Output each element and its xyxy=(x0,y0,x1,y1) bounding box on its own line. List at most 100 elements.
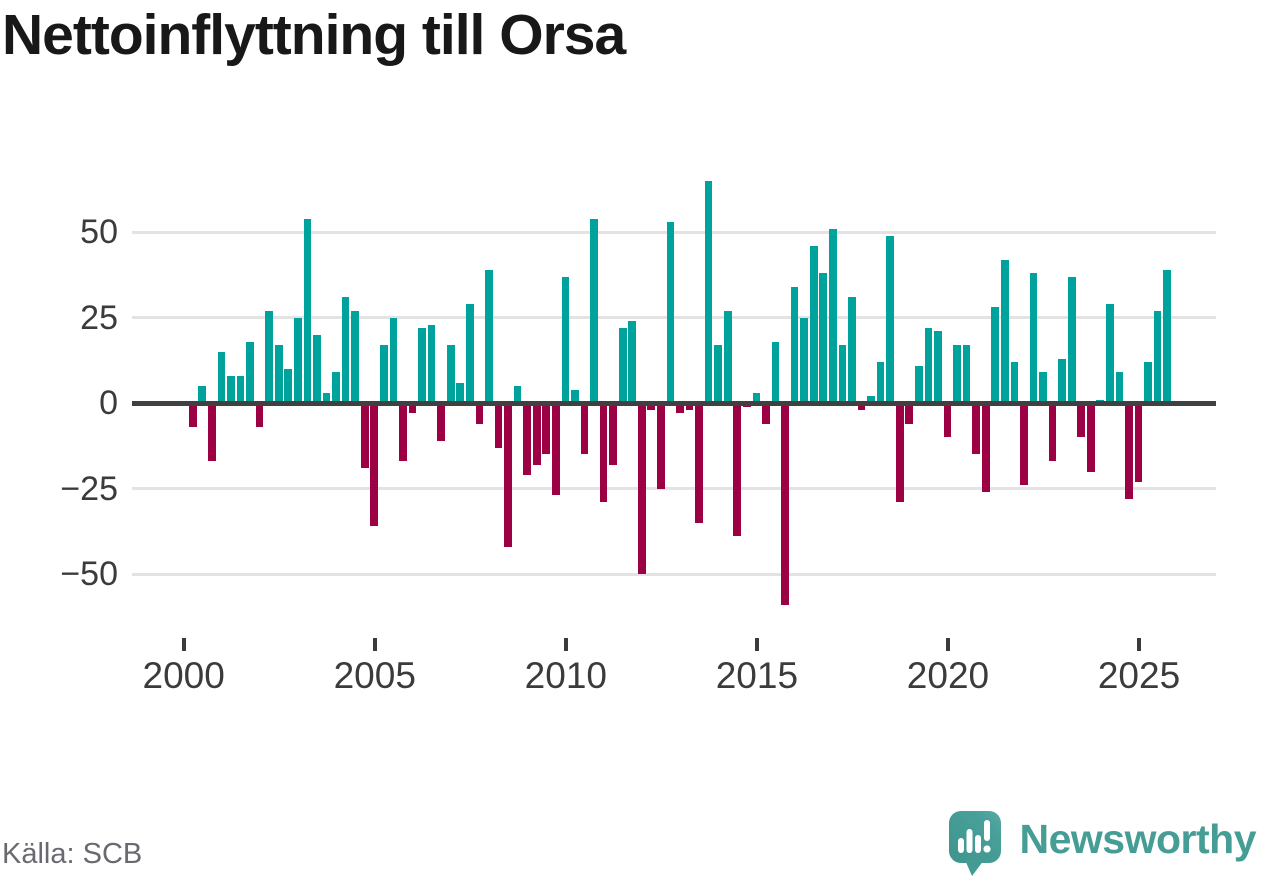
bar-2022-q3 xyxy=(1048,403,1057,462)
bar-2016-q1 xyxy=(800,317,809,404)
x-axis-label-2010: 2010 xyxy=(524,655,607,696)
bar-2008-q3 xyxy=(513,386,522,404)
y-axis-label--25: −25 xyxy=(60,469,118,508)
bar-2022-q4 xyxy=(1058,358,1066,404)
bar-2013-q1 xyxy=(685,403,694,411)
bar-2024-q3 xyxy=(1125,403,1133,499)
zero-line xyxy=(132,400,1216,406)
bar-2007-q3 xyxy=(475,403,484,424)
bar-2008-q1 xyxy=(494,403,503,448)
bar-2019-q3 xyxy=(934,331,942,404)
bar-2011-q1 xyxy=(609,403,617,465)
gridline--50 xyxy=(132,572,1216,576)
bar-2023-q3 xyxy=(1086,403,1095,472)
bar-2009-q4 xyxy=(561,276,570,404)
bar-2020-q4 xyxy=(981,403,990,493)
bar-2012-q2 xyxy=(657,403,665,489)
bar-2020-q3 xyxy=(972,403,980,455)
bar-2008-q4 xyxy=(523,403,531,475)
x-axis-label-2020: 2020 xyxy=(906,655,990,696)
gridline--25 xyxy=(132,487,1216,491)
chart-title: Nettoinflyttning till Orsa xyxy=(2,3,626,67)
bar-2001-q1 xyxy=(227,375,235,404)
bar-2007-q4 xyxy=(485,269,493,404)
bar-2006-q1 xyxy=(418,328,426,404)
bar-2021-q2 xyxy=(1000,259,1009,404)
bar-2018-q2 xyxy=(886,235,894,404)
bar-2024-q2 xyxy=(1115,372,1124,404)
bar-2000-q2 xyxy=(198,386,207,404)
x-axis-tick-2005 xyxy=(372,638,377,651)
bar-2010-q2 xyxy=(580,403,589,455)
bar-2025-q2 xyxy=(1153,310,1162,404)
bar-2001-q2 xyxy=(236,375,245,404)
bar-2016-q4 xyxy=(828,228,837,404)
branding: Newsworthy xyxy=(944,808,1257,878)
x-axis-tick-2010 xyxy=(563,638,568,651)
bar-2000-q4 xyxy=(217,351,226,404)
x-axis-label-2005: 2005 xyxy=(333,655,416,696)
bar-2017-q2 xyxy=(848,297,856,404)
bar-2024-q4 xyxy=(1134,403,1143,482)
bar-2009-q1 xyxy=(532,403,541,465)
bar-2011-q3 xyxy=(628,321,637,404)
bar-2021-q1 xyxy=(991,307,1000,404)
x-axis-label-2000: 2000 xyxy=(142,655,225,696)
bar-2019-q2 xyxy=(924,328,933,404)
bar-2019-q4 xyxy=(943,403,952,438)
bar-2002-q3 xyxy=(284,369,293,404)
bar-2004-q3 xyxy=(360,403,369,469)
y-axis-label-50: 50 xyxy=(80,213,118,252)
bar-2003-q2 xyxy=(313,334,321,404)
x-axis-label-2025: 2025 xyxy=(1097,655,1181,696)
bar-2007-q1 xyxy=(456,382,465,404)
bar-2021-q4 xyxy=(1020,403,1028,486)
bar-2025-q1 xyxy=(1144,362,1152,404)
bar-2011-q2 xyxy=(618,328,627,404)
bar-2002-q2 xyxy=(274,345,283,404)
x-axis-tick-2025 xyxy=(1137,638,1142,651)
bar-2018-q3 xyxy=(895,403,904,503)
bar-2023-q2 xyxy=(1077,403,1086,438)
x-axis-label-2015: 2015 xyxy=(715,655,799,696)
bar-2017-q3 xyxy=(857,403,866,411)
bar-2015-q2 xyxy=(771,341,780,404)
bar-2002-q1 xyxy=(265,310,274,404)
x-axis-tick-2015 xyxy=(754,638,759,651)
x-axis-tick-2020 xyxy=(945,638,950,651)
bar-2004-q1 xyxy=(341,297,350,404)
bar-2011-q4 xyxy=(637,403,646,575)
bar-2022-q1 xyxy=(1029,273,1038,404)
bar-2001-q3 xyxy=(246,341,254,404)
source-note: Källa: SCB xyxy=(2,838,143,870)
bar-2009-q2 xyxy=(542,403,551,455)
bar-2016-q3 xyxy=(819,273,828,404)
bar-2003-q1 xyxy=(303,218,312,404)
bar-2007-q2 xyxy=(465,304,474,404)
bar-2003-q4 xyxy=(332,372,340,404)
bar-2004-q4 xyxy=(370,403,379,527)
bar-2018-q4 xyxy=(905,403,914,424)
bar-2000-q3 xyxy=(208,403,216,462)
bar-2023-q1 xyxy=(1067,276,1076,404)
bar-2010-q4 xyxy=(599,403,608,503)
bar-2005-q4 xyxy=(408,403,417,414)
bar-2014-q4 xyxy=(752,392,761,404)
newsworthy-speech-bubble-chart-icon xyxy=(948,811,1001,876)
bar-2022-q2 xyxy=(1039,372,1047,404)
bar-2006-q3 xyxy=(437,403,445,441)
newsworthy-wordmark: Newsworthy xyxy=(1019,815,1257,862)
bar-2014-q1 xyxy=(723,310,732,404)
bar-2012-q3 xyxy=(666,222,675,404)
bar-2015-q3 xyxy=(781,403,789,605)
bar-2020-q2 xyxy=(962,345,971,404)
bar-2013-q4 xyxy=(714,345,723,404)
bar-2025-q3 xyxy=(1163,269,1172,404)
bar-2005-q3 xyxy=(399,403,407,462)
bar-2015-q1 xyxy=(762,403,770,424)
bar-2010-q3 xyxy=(590,218,598,404)
bar-2014-q2 xyxy=(733,403,742,537)
bar-2013-q3 xyxy=(704,181,713,404)
